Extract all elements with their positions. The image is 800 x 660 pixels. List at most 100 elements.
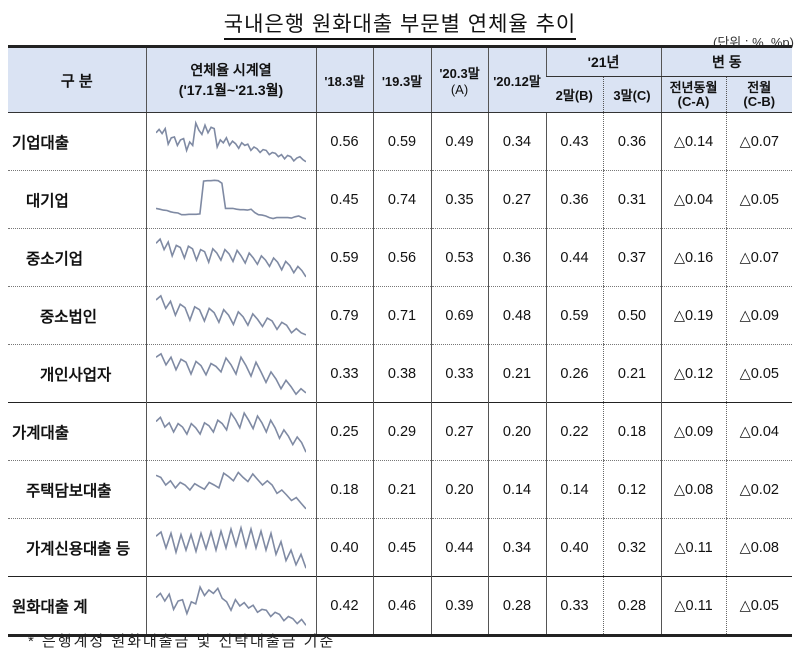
row-label: 주택담보대출 [8,460,146,519]
value-cell: 0.40 [545,518,603,577]
value-cell: △0.09 [660,402,727,461]
table-row: 기업대출 0.56 0.59 0.49 0.34 0.43 0.36 △0.14 △0.07 [8,112,793,171]
sparkline-chart [156,584,306,626]
value-cell: 0.34 [487,112,546,171]
value-cell: 0.14 [545,460,603,519]
value-cell: △0.14 [660,112,727,171]
sparkline-cell [145,576,316,637]
value-cell: 0.46 [372,576,431,637]
header-19-3: '19.3말 [372,45,431,113]
value-cell: △0.02 [725,460,793,519]
value-cell: △0.11 [660,518,727,577]
value-cell: 0.29 [372,402,431,461]
value-cell: 0.42 [315,576,373,637]
value-cell: 0.59 [315,228,373,287]
header-mom: 전월 (C-B) [725,76,793,113]
value-cell: 0.36 [545,170,603,229]
row-label: 가계대출 [8,402,146,461]
table-title: 국내은행 원화대출 부문별 연체율 추이 [0,8,800,40]
value-cell: 0.53 [430,228,488,287]
footnote: * 은행계정 원화대출금 및 신탁대출금 기준 [28,633,336,650]
value-cell: 0.20 [430,460,488,519]
value-cell: 0.28 [602,576,662,637]
sparkline-chart [156,237,306,277]
value-cell: 0.74 [372,170,431,229]
value-cell: 0.59 [545,286,603,345]
value-cell: △0.05 [725,170,793,229]
value-cell: △0.05 [725,576,793,637]
sparkline-cell [145,402,316,461]
value-cell: △0.08 [660,460,727,519]
header-20-12: '20.12말 [487,45,546,113]
sparkline-cell [145,228,316,287]
value-cell: 0.56 [372,228,431,287]
value-cell: △0.19 [660,286,727,345]
value-cell: △0.09 [725,286,793,345]
sparkline-chart [156,119,306,162]
value-cell: 0.26 [545,344,603,403]
value-cell: 0.48 [487,286,546,345]
sparkline-cell [145,286,316,345]
sparkline-chart [156,410,306,453]
row-label: 중소법인 [8,286,146,345]
value-cell: 0.49 [430,112,488,171]
sparkline-cell [145,518,316,577]
value-cell: 0.35 [430,170,488,229]
value-cell: 0.21 [372,460,431,519]
value-cell: △0.16 [660,228,727,287]
sparkline-chart [156,470,306,509]
value-cell: 0.22 [545,402,603,461]
header-yoy: 전년동월 (C-A) [660,76,727,113]
value-cell: △0.07 [725,228,793,287]
value-cell: 0.12 [602,460,662,519]
value-cell: 0.69 [430,286,488,345]
row-label: 대기업 [8,170,146,229]
value-cell: 0.21 [487,344,546,403]
value-cell: 0.44 [430,518,488,577]
header-series: 연체율 시계열 ('17.1월~'21.3월) [145,45,316,113]
sparkline-cell [145,460,316,519]
value-cell: 0.36 [602,112,662,171]
table-row: 중소법인 0.79 0.71 0.69 0.48 0.59 0.50 △0.19 △0.09 [8,286,793,345]
value-cell: 0.59 [372,112,431,171]
value-cell: 0.32 [602,518,662,577]
row-label: 원화대출 계 [8,576,146,637]
value-cell: 0.45 [315,170,373,229]
table-row: 주택담보대출 0.18 0.21 0.20 0.14 0.14 0.12 △0.08 △0.02 [8,460,793,519]
value-cell: 0.33 [545,576,603,637]
delinquency-table: 구 분 연체율 시계열 ('17.1월~'21.3월) '18.3말 '19.3말… [8,45,793,637]
table-row: 가계대출 0.25 0.29 0.27 0.20 0.22 0.18 △0.09 △0.04 [8,402,793,461]
value-cell: △0.05 [725,344,793,403]
value-cell: 0.18 [602,402,662,461]
sparkline-cell [145,112,316,171]
value-cell: △0.07 [725,112,793,171]
header-category: 구 분 [8,45,146,113]
value-cell: 0.18 [315,460,373,519]
value-cell: 0.33 [430,344,488,403]
value-cell: 0.45 [372,518,431,577]
value-cell: △0.04 [725,402,793,461]
value-cell: 0.56 [315,112,373,171]
value-cell: 0.27 [430,402,488,461]
value-cell: 0.21 [602,344,662,403]
value-cell: 0.39 [430,576,488,637]
table-row: 가계신용대출 등 0.40 0.45 0.44 0.34 0.40 0.32 △0.11 △0.… [8,518,793,577]
value-cell: △0.08 [725,518,793,577]
sparkline-chart [156,293,306,336]
table-row: 대기업 0.45 0.74 0.35 0.27 0.36 0.31 △0.04 △0.05 [8,170,793,229]
value-cell: 0.44 [545,228,603,287]
value-cell: 0.34 [487,518,546,577]
value-cell: △0.04 [660,170,727,229]
row-label: 중소기업 [8,228,146,287]
header-21-2: 2말(B) [546,76,603,113]
sparkline-chart [156,524,306,568]
header-21: '21년 [545,45,662,77]
value-cell: 0.33 [315,344,373,403]
value-cell: △0.12 [660,344,727,403]
table-row: 개인사업자 0.33 0.38 0.33 0.21 0.26 0.21 △0.12 △0.05 [8,344,793,403]
value-cell: 0.27 [487,170,546,229]
row-label: 가계신용대출 등 [8,518,146,577]
header-20-3: '20.3말 (A) [430,45,488,113]
value-cell: 0.50 [602,286,662,345]
row-label: 개인사업자 [8,344,146,403]
